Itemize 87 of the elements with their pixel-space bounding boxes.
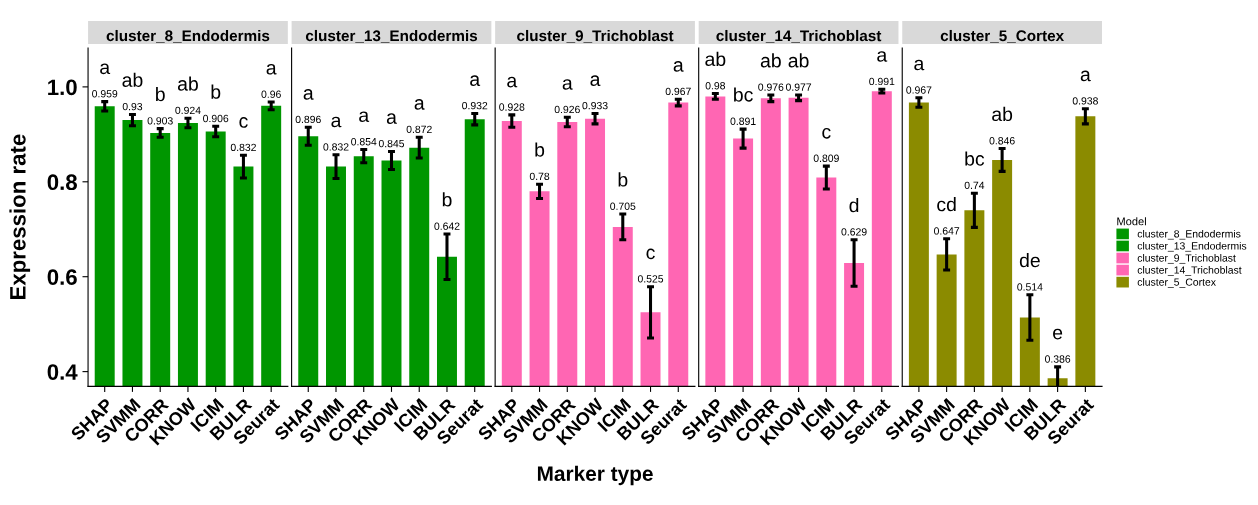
annotation: a (1080, 70, 1091, 82)
annotation: a (877, 51, 888, 62)
chart-title: cluster_13_Endodermis (305, 29, 478, 43)
data-label: 0.959 (92, 90, 118, 98)
y-tick-label: 0.6 (47, 269, 77, 285)
data-label: 0.977 (785, 83, 812, 91)
chart-title: cluster_9_Trichoblast (517, 29, 674, 43)
data-label: 0.78 (529, 172, 550, 181)
data-label: 0.926 (554, 105, 580, 114)
data-label: 0.991 (869, 77, 895, 86)
annotation: d (849, 197, 859, 213)
legend-label: cluster_5_Cortex (1137, 278, 1216, 288)
legend-label: cluster_9_Trichoblast (1137, 254, 1236, 264)
y-tick-label: 0.4 (47, 364, 78, 380)
annotation: a (266, 63, 277, 75)
annotation: a (914, 59, 925, 71)
annotation: a (359, 111, 370, 123)
annotation: c (646, 248, 655, 260)
annotation: ab (788, 53, 809, 68)
data-label: 0.93 (122, 102, 143, 111)
data-label: 0.629 (841, 228, 867, 236)
data-label: 0.933 (582, 101, 608, 110)
annotation: ab (705, 51, 726, 67)
data-label: 0.932 (462, 101, 488, 110)
annotation: b (442, 192, 452, 207)
annotation: b (156, 86, 165, 102)
data-label: 0.896 (295, 115, 321, 124)
data-label: 0.967 (906, 86, 932, 94)
data-label: 0.525 (637, 275, 664, 283)
data-label: 0.74 (964, 181, 985, 190)
data-label: 0.845 (378, 139, 405, 148)
annotation: a (507, 76, 518, 88)
data-label: 0.647 (934, 227, 960, 235)
chart-title: cluster_8_Endodermis (106, 29, 270, 43)
y-tick-label: 1.0 (48, 79, 77, 96)
annotation: a (562, 79, 573, 90)
data-label: 0.924 (175, 106, 201, 115)
annotation: a (303, 89, 314, 100)
annotation: a (590, 75, 601, 87)
data-label: 0.891 (730, 117, 756, 125)
annotation: a (331, 116, 342, 128)
annotation: a (100, 63, 111, 75)
chart-title: cluster_14_Trichoblast (716, 29, 882, 43)
data-label: 0.832 (323, 143, 349, 151)
annotation: b (618, 172, 628, 187)
data-label: 0.872 (406, 125, 432, 134)
data-label: 0.705 (610, 202, 636, 210)
data-label: 0.514 (1017, 283, 1043, 291)
data-label: 0.96 (261, 90, 281, 98)
chart-title: cluster_5_Cortex (940, 29, 1065, 43)
data-label: 0.854 (351, 138, 377, 146)
annotation: ab (122, 72, 143, 87)
annotation: a (673, 61, 684, 72)
annotation: a (470, 75, 481, 87)
annotation: e (1053, 328, 1063, 340)
annotation: a (386, 113, 397, 124)
annotation: ab (992, 106, 1013, 122)
data-label: 0.386 (1044, 355, 1071, 363)
data-label: 0.809 (813, 154, 839, 162)
y-axis-title: Expression rate (9, 134, 31, 300)
legend-title: Model (1117, 217, 1146, 226)
x-axis-title: Marker type (537, 465, 653, 486)
data-label: 0.846 (989, 137, 1015, 145)
data-label: 0.98 (705, 82, 726, 90)
data-label: 0.928 (499, 103, 525, 111)
annotation: c (822, 128, 831, 139)
annotation: cd (937, 197, 956, 212)
annotation: a (414, 99, 425, 110)
annotation: ab (760, 53, 781, 68)
data-label: 0.938 (1072, 97, 1098, 105)
annotation: ab (177, 76, 198, 91)
annotation: b (535, 142, 545, 157)
annotation: b (211, 84, 221, 99)
data-label: 0.906 (203, 114, 229, 123)
annotation: bc (734, 87, 753, 102)
annotation: c (239, 117, 248, 128)
y-tick-label: 0.8 (47, 174, 77, 191)
text: cluster_13_Endodermis (1137, 241, 1247, 252)
data-label: 0.976 (758, 83, 784, 91)
annotation: bc (965, 151, 985, 166)
data-label: 0.903 (147, 117, 173, 125)
data-label: 0.967 (665, 87, 691, 96)
data-label: 0.832 (230, 143, 256, 152)
annotation: de (1019, 253, 1040, 268)
data-label: 0.642 (434, 222, 460, 230)
text: cluster_14_Trichoblast (1137, 266, 1242, 276)
legend-label: cluster_8_Endodermis (1137, 229, 1241, 240)
